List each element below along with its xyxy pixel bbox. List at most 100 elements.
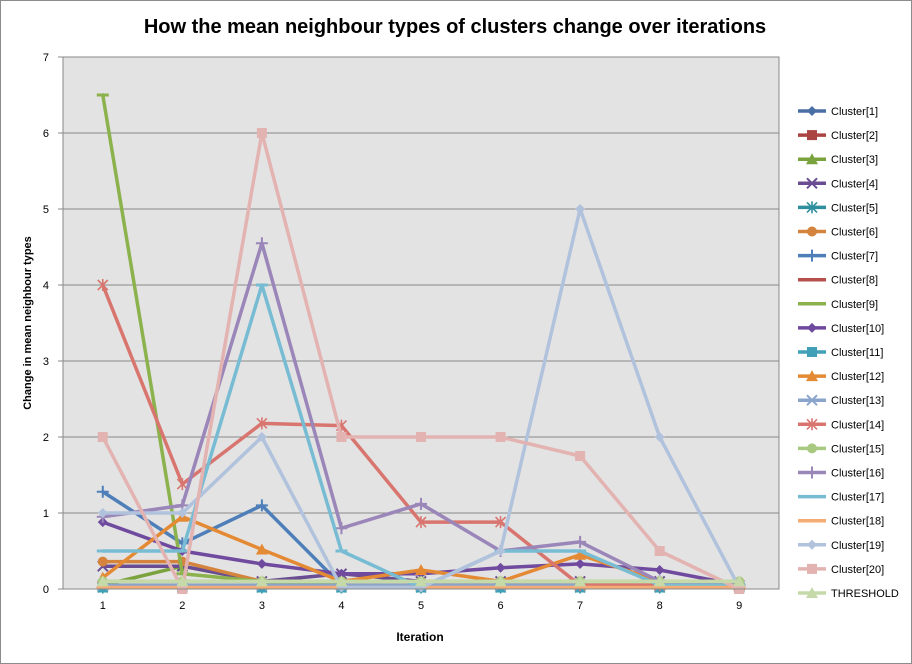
legend-item: Cluster[18] (798, 516, 884, 528)
x-tick-label: 8 (657, 600, 663, 612)
legend-marker (806, 394, 818, 406)
x-tick-label: 6 (497, 600, 503, 612)
data-point (574, 535, 587, 548)
y-tick-label: 0 (43, 584, 49, 596)
data-point (96, 575, 109, 587)
data-point (575, 451, 586, 461)
data-point (575, 558, 586, 569)
legend-marker (806, 418, 818, 431)
legend-label: Cluster[3] (831, 154, 878, 166)
data-point (97, 432, 108, 442)
legend-marker (807, 443, 817, 454)
legend-marker (807, 347, 817, 357)
data-point (574, 549, 587, 553)
legend-item: THRESHOLD (798, 587, 899, 600)
legend-label: Cluster[13] (831, 395, 884, 407)
y-tick-label: 4 (43, 280, 49, 292)
legend-marker (806, 519, 818, 523)
data-point (256, 432, 267, 442)
legend-item: Cluster[2] (798, 130, 878, 142)
y-tick-label: 2 (43, 432, 49, 444)
legend-item: Cluster[17] (798, 492, 884, 504)
legend-item: Cluster[7] (798, 249, 878, 263)
data-point (415, 564, 427, 575)
legend-marker (806, 278, 818, 282)
data-point (176, 549, 189, 553)
legend-item: Cluster[8] (798, 275, 878, 287)
data-point (176, 478, 188, 491)
y-tick-label: 5 (43, 204, 49, 216)
legend-label: Cluster[10] (831, 323, 884, 335)
legend-marker (806, 201, 818, 214)
data-point (255, 237, 268, 250)
legend-marker (806, 302, 818, 306)
data-point (96, 549, 109, 553)
data-point (255, 499, 268, 512)
data-point (653, 575, 666, 587)
data-point (335, 575, 348, 587)
x-tick-label: 2 (179, 600, 185, 612)
chart-title: How the mean neighbour types of clusters… (144, 16, 766, 38)
data-point (494, 585, 507, 589)
data-point (654, 432, 665, 442)
x-tick-label: 7 (577, 600, 583, 612)
y-tick-label: 3 (43, 356, 49, 368)
data-point (255, 575, 268, 587)
legend-marker (806, 249, 818, 262)
legend-item: Cluster[1] (798, 106, 878, 118)
legend-item: Cluster[12] (798, 370, 884, 383)
data-point (415, 516, 427, 529)
data-point (495, 432, 506, 442)
legend-label: Cluster[14] (831, 419, 884, 431)
data-point (654, 565, 665, 575)
legend-item: Cluster[6] (798, 226, 878, 239)
x-axis-label: Iteration (396, 630, 443, 644)
legend-label: Cluster[20] (831, 564, 884, 576)
legend-item: Cluster[4] (798, 177, 878, 190)
data-point (96, 585, 109, 589)
data-point (494, 516, 507, 529)
legend-item: Cluster[11] (798, 347, 883, 359)
data-point (176, 572, 189, 576)
data-point (96, 485, 109, 498)
x-tick-label: 9 (736, 600, 742, 612)
data-point (255, 283, 268, 287)
legend-marker (806, 466, 818, 479)
legend: Cluster[1] Cluster[2] Cluster[3] Cluster[4]… (798, 106, 899, 600)
legend-item: Cluster[10] (798, 322, 884, 335)
data-point (336, 432, 347, 442)
data-point (177, 508, 188, 518)
legend-marker (806, 587, 818, 598)
legend-marker (807, 226, 817, 237)
legend-item: Cluster[14] (798, 418, 884, 431)
x-tick-label: 4 (338, 600, 344, 612)
legend-item: Cluster[15] (798, 443, 884, 455)
legend-item: Cluster[19] (798, 539, 884, 552)
data-point (416, 432, 426, 442)
y-tick-label: 1 (43, 508, 49, 520)
data-point (574, 575, 587, 587)
legend-label: Cluster[4] (831, 178, 878, 190)
legend-label: Cluster[18] (831, 516, 884, 528)
legend-item: Cluster[3] (798, 153, 878, 166)
data-point (97, 508, 108, 518)
data-point (97, 556, 108, 567)
data-point (335, 522, 348, 535)
legend-label: Cluster[9] (831, 299, 878, 311)
data-point (336, 568, 347, 579)
data-point (495, 546, 506, 556)
data-point (96, 93, 109, 97)
legend-marker (807, 539, 817, 550)
legend-label: Cluster[15] (831, 443, 884, 455)
x-tick-label: 3 (259, 600, 265, 612)
y-axis-label: Change in mean neighbour types (22, 236, 34, 410)
data-point (256, 128, 267, 138)
legend-label: Cluster[2] (831, 130, 878, 142)
data-point (733, 575, 746, 587)
legend-label: Cluster[1] (831, 106, 878, 118)
data-point (256, 558, 267, 569)
legend-item: Cluster[9] (798, 299, 878, 311)
y-tick-label: 7 (43, 52, 49, 64)
legend-item: Cluster[20] (798, 563, 884, 576)
legend-marker (807, 322, 817, 333)
